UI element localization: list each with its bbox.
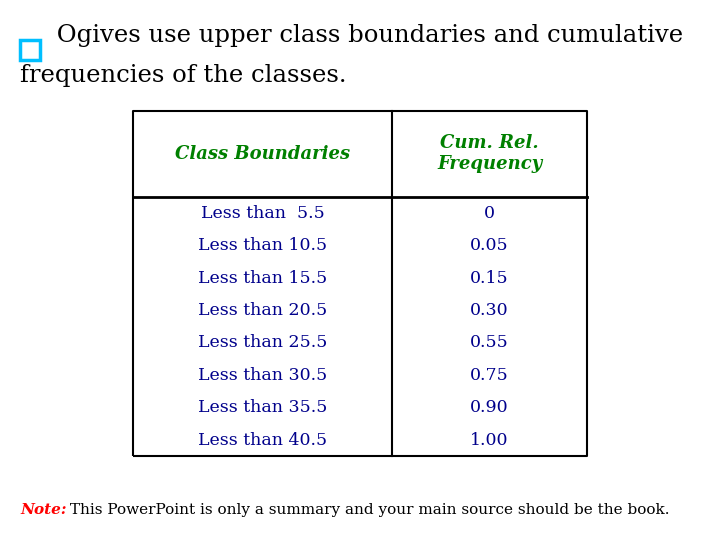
Text: Less than 15.5: Less than 15.5 (198, 269, 328, 287)
FancyBboxPatch shape (20, 40, 40, 60)
Text: 0.30: 0.30 (470, 302, 509, 319)
Text: Cum. Rel.
Frequency: Cum. Rel. Frequency (437, 134, 542, 173)
Text: This PowerPoint is only a summary and your main source should be the book.: This PowerPoint is only a summary and yo… (65, 503, 670, 517)
Text: 1.00: 1.00 (470, 431, 509, 449)
Text: 0.75: 0.75 (470, 367, 509, 384)
Text: Class Boundaries: Class Boundaries (175, 145, 351, 163)
Text: Less than 10.5: Less than 10.5 (198, 237, 328, 254)
Text: Less than 30.5: Less than 30.5 (198, 367, 328, 384)
Text: 0.90: 0.90 (470, 399, 509, 416)
Text: 0.15: 0.15 (470, 269, 509, 287)
Text: Less than 35.5: Less than 35.5 (198, 399, 328, 416)
Text: Less than 40.5: Less than 40.5 (198, 431, 328, 449)
Text: 0: 0 (484, 205, 495, 222)
Text: Ogives use upper class boundaries and cumulative: Ogives use upper class boundaries and cu… (49, 24, 683, 48)
Text: Less than 20.5: Less than 20.5 (198, 302, 328, 319)
Text: 0.55: 0.55 (470, 334, 509, 352)
Text: 0.05: 0.05 (470, 237, 509, 254)
Text: frequencies of the classes.: frequencies of the classes. (20, 64, 346, 87)
Text: Note:: Note: (20, 503, 67, 517)
Text: Less than 25.5: Less than 25.5 (198, 334, 328, 352)
Text: Less than  5.5: Less than 5.5 (201, 205, 325, 222)
